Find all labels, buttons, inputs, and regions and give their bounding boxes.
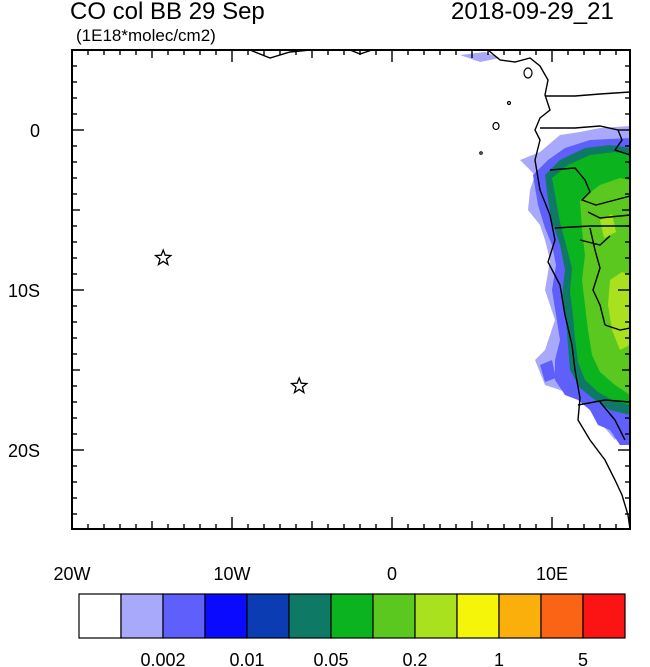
x-tick-label: 20W: [53, 564, 90, 584]
colorbar-box: [372, 593, 416, 639]
markers: [153, 248, 309, 394]
gulf-of-guinea-coast: [487, 50, 630, 529]
colorbar-box: [414, 593, 458, 639]
colorbar-label: 0.2: [402, 650, 427, 667]
gabon-border: [549, 167, 630, 206]
colorbar-box: [456, 593, 500, 639]
drc-border: [554, 225, 630, 229]
date-time-label: 2018-09-29_21: [451, 0, 614, 25]
island-bioko: [523, 67, 533, 79]
colorbar-box: [582, 593, 626, 639]
plot-title: CO col BB 29 Sep: [70, 0, 265, 25]
colorbar-box: [204, 593, 248, 639]
axis-tick-labels: 20W 10W 0 10E 0 10S 20S: [8, 121, 568, 584]
namibia-inner-border: [599, 401, 626, 441]
axis-ticks: [71, 49, 630, 529]
y-tick-label: 0: [30, 121, 40, 141]
nigeria-border: [545, 91, 630, 97]
island-annobon: [479, 151, 483, 155]
colorbar: 0.002 0.01 0.05 0.2 1 5: [78, 593, 626, 667]
angola-border-north: [589, 227, 606, 326]
islands: [479, 67, 533, 155]
colorbar-label: 0.01: [229, 650, 264, 667]
colorbar-box: [288, 593, 332, 639]
zambia-border: [604, 324, 630, 331]
congo-border: [587, 211, 630, 219]
x-tick-label: 10E: [536, 564, 568, 584]
plume-level-0.5: [608, 272, 630, 350]
colorbar-label: 0.002: [140, 650, 185, 667]
colorbar-box: [540, 593, 584, 639]
colorbar-box: [246, 593, 290, 639]
colorbar-label: 1: [494, 650, 504, 667]
star-marker-icon: [289, 376, 309, 394]
colorbar-box: [498, 593, 542, 639]
colorbar-box: [78, 593, 122, 639]
co-plume-field: [460, 52, 630, 445]
cabinda-border: [579, 235, 611, 246]
colorbar-box: [120, 593, 164, 639]
angola-namibia-border: [577, 399, 630, 406]
colorbar-box: [162, 593, 206, 639]
x-tick-label: 10W: [213, 564, 250, 584]
star-marker-icon: [153, 248, 173, 266]
colorbar-label: 0.05: [313, 650, 348, 667]
x-tick-label: 0: [387, 564, 397, 584]
island-sao-tome: [492, 121, 500, 131]
island-principe: [506, 100, 512, 106]
plume-level-0.002b: [460, 52, 500, 62]
y-tick-label: 20S: [8, 441, 40, 461]
colorbar-box: [330, 593, 374, 639]
plume-level-0.005b: [540, 360, 556, 382]
units-label: (1E18*molec/cm2): [76, 26, 216, 45]
y-tick-label: 10S: [8, 281, 40, 301]
colorbar-label: 5: [578, 650, 588, 667]
